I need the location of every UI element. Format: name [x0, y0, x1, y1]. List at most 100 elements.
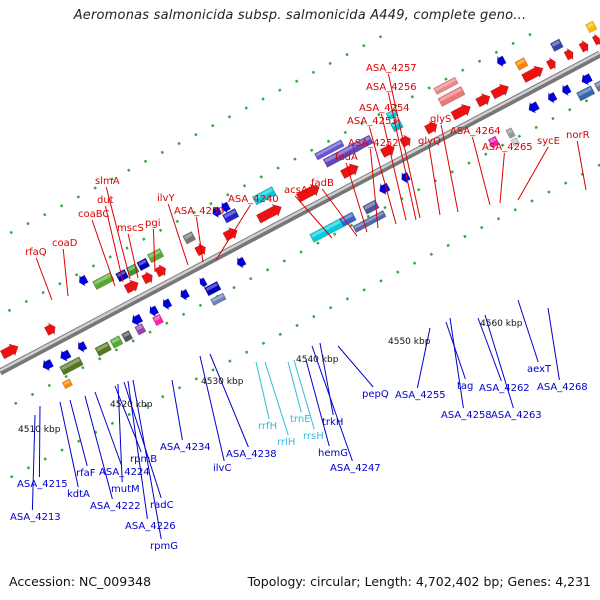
gene-label-asa-4263[interactable]: ASA_4263 — [491, 410, 542, 421]
gene-box[interactable] — [505, 127, 516, 139]
gene-box[interactable] — [146, 247, 165, 264]
reverse-gene-arrow[interactable] — [58, 348, 72, 363]
gene-label-radc[interactable]: radC — [150, 500, 174, 511]
gene-box[interactable] — [576, 85, 596, 102]
reverse-gene-arrow[interactable] — [76, 273, 89, 287]
gene-label-rfaf[interactable]: rfaF — [76, 468, 96, 479]
gene-box[interactable] — [362, 199, 380, 215]
forward-gene-arrow[interactable] — [339, 160, 361, 180]
gene-label-fadb[interactable]: fadB — [311, 178, 334, 189]
gene-label-asa-4215[interactable]: ASA_4215 — [17, 479, 68, 490]
gene-label-rrlh[interactable]: rrlH — [277, 437, 295, 448]
gene-label-fada[interactable]: fadA — [335, 152, 358, 163]
forward-gene-arrow[interactable] — [379, 141, 397, 159]
gene-label-asa-4239[interactable]: ASA_4239 — [174, 206, 225, 217]
gene-label-rpmb[interactable]: rpmB — [130, 454, 157, 465]
forward-gene-arrow[interactable] — [141, 270, 156, 286]
gene-label-asa-4222[interactable]: ASA_4222 — [90, 501, 141, 512]
gene-label-aext[interactable]: aexT — [527, 364, 552, 375]
gene-box[interactable] — [182, 231, 197, 245]
gene-label-asa-4254[interactable]: ASA_4254 — [359, 103, 410, 114]
gene-box[interactable] — [339, 211, 357, 227]
gene-label-kdta[interactable]: kdtA — [67, 489, 90, 500]
gene-box[interactable] — [204, 281, 222, 297]
gene-label-asa-4238[interactable]: ASA_4238 — [226, 449, 277, 460]
gene-label-ilvc[interactable]: ilvC — [213, 463, 231, 474]
gene-box[interactable] — [437, 86, 466, 107]
gene-box[interactable] — [252, 186, 277, 206]
reverse-gene-arrow[interactable] — [377, 181, 391, 196]
gene-label-tag[interactable]: tag — [457, 381, 473, 392]
gene-box[interactable] — [134, 323, 147, 336]
gene-label-asa-4268[interactable]: ASA_4268 — [537, 382, 588, 393]
gene-label-coabc[interactable]: coaBC — [78, 209, 109, 220]
reverse-gene-arrow[interactable] — [147, 304, 160, 318]
gene-label-asa-4240[interactable]: ASA_4240 — [228, 194, 279, 205]
reverse-gene-arrow[interactable] — [219, 200, 232, 214]
gene-box[interactable] — [59, 356, 84, 376]
forward-gene-arrow[interactable] — [578, 39, 591, 54]
reverse-gene-arrow[interactable] — [178, 288, 191, 302]
gene-label-asa-4226[interactable]: ASA_4226 — [125, 521, 176, 532]
gene-label-pepq[interactable]: pepQ — [362, 389, 389, 400]
gene-label-trne[interactable]: trnE — [290, 414, 311, 425]
gene-label-slma[interactable]: slmA — [95, 176, 120, 187]
gene-label-pgi[interactable]: pgi — [145, 218, 160, 229]
gene-box[interactable] — [351, 134, 374, 153]
reverse-gene-arrow[interactable] — [579, 72, 593, 87]
gene-box[interactable] — [585, 20, 598, 34]
reverse-gene-arrow[interactable] — [197, 276, 208, 289]
forward-gene-arrow[interactable] — [423, 119, 440, 136]
gene-label-mscs[interactable]: mscS — [117, 223, 144, 234]
gene-box[interactable] — [210, 292, 227, 306]
gene-label-rpmg[interactable]: rpmG — [150, 541, 178, 552]
forward-gene-arrow[interactable] — [545, 56, 558, 71]
gene-box[interactable] — [109, 335, 124, 349]
gene-box[interactable] — [510, 137, 520, 147]
gene-label-rrsh[interactable]: rrsH — [303, 431, 324, 442]
gene-label-trkh[interactable]: trkH — [322, 417, 343, 428]
forward-gene-arrow[interactable] — [43, 321, 58, 337]
forward-gene-arrow[interactable] — [563, 47, 576, 62]
forward-gene-arrow[interactable] — [475, 91, 493, 109]
reverse-gene-arrow[interactable] — [160, 297, 173, 311]
gene-label-dut[interactable]: dut — [97, 195, 114, 206]
gene-label-asa-4252[interactable]: ASA_4252 — [348, 138, 399, 149]
gene-label-asa-4213[interactable]: ASA_4213 — [10, 512, 61, 523]
gene-label-asa-4234[interactable]: ASA_4234 — [160, 442, 211, 453]
forward-gene-arrow[interactable] — [399, 133, 414, 149]
gene-box[interactable] — [487, 135, 500, 149]
forward-gene-arrow[interactable] — [154, 263, 169, 279]
reverse-gene-arrow[interactable] — [40, 357, 54, 372]
gene-box[interactable] — [352, 210, 387, 233]
reverse-gene-arrow[interactable] — [494, 54, 507, 68]
gene-label-asa-4224[interactable]: ASA_4224 — [99, 467, 150, 478]
forward-gene-arrow[interactable] — [490, 81, 512, 101]
gene-box[interactable] — [222, 208, 240, 224]
gene-box[interactable] — [61, 378, 73, 390]
gene-label-mutm[interactable]: mutM — [111, 484, 140, 495]
gene-label-rrfh[interactable]: rrfH — [258, 421, 277, 432]
gene-label-asa-4253[interactable]: ASA_4253 — [347, 116, 398, 127]
gene-box[interactable] — [152, 313, 164, 327]
gene-box[interactable] — [433, 76, 459, 95]
gene-label-asa-4255[interactable]: ASA_4255 — [395, 390, 446, 401]
gene-label-glys[interactable]: glyS — [430, 114, 451, 125]
forward-gene-arrow[interactable] — [255, 201, 284, 225]
gene-label-asa-4264[interactable]: ASA_4264 — [450, 126, 501, 137]
gene-label-glyq[interactable]: glyQ — [418, 136, 441, 147]
reverse-gene-arrow[interactable] — [545, 90, 558, 104]
reverse-gene-arrow[interactable] — [526, 100, 540, 115]
gene-box[interactable] — [94, 341, 112, 357]
gene-label-asa-4262[interactable]: ASA_4262 — [479, 383, 530, 394]
gene-label-asa-4256[interactable]: ASA_4256 — [366, 82, 417, 93]
gene-label-rfaq[interactable]: rfaQ — [25, 247, 47, 258]
forward-gene-arrow[interactable] — [295, 181, 322, 204]
reverse-gene-arrow[interactable] — [560, 83, 573, 97]
gene-label-asa-4247[interactable]: ASA_4247 — [330, 463, 381, 474]
gene-label-asa-4257[interactable]: ASA_4257 — [366, 63, 417, 74]
reverse-gene-arrow[interactable] — [75, 340, 88, 354]
reverse-gene-arrow[interactable] — [129, 312, 144, 327]
forward-gene-arrow[interactable] — [521, 63, 547, 85]
